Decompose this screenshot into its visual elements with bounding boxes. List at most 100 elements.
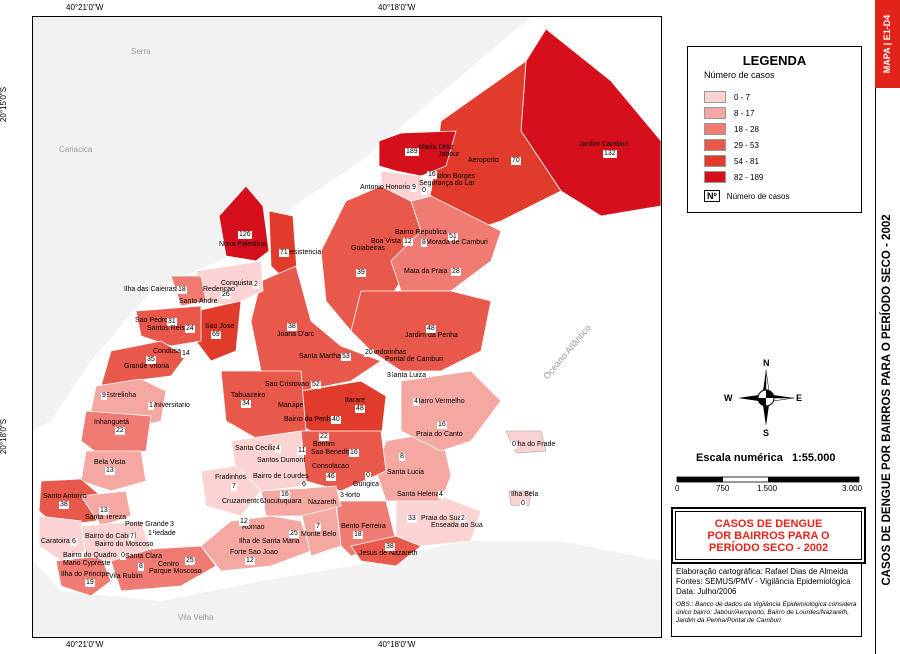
neighborhood-label: Praia do Sua [421,515,462,522]
neighborhood-label: Pontal de Camburi [385,356,443,363]
neighborhood-label: Jabour [438,151,460,158]
case-count: 8 [399,453,405,461]
case-count: 40 [331,416,341,424]
neighborhood-label: Boa Vista [371,238,401,245]
compass-n: N [763,358,770,368]
scale-tick-3: 3.000 [842,484,863,493]
case-count: 26 [221,291,231,299]
legend-row-no: Nº Número de casos [704,190,790,202]
compass-e: E [796,393,803,403]
neighborhood-label: Sao Jose [205,323,235,330]
neighborhood-label: Barro Vermelho [416,398,465,405]
case-count: 0 [365,472,371,480]
legend-label-6: 82 - 189 [734,172,764,182]
legend-title: LEGENDA [742,53,807,68]
scale-bar: 0 750 1.500 3.000 [675,476,863,496]
legend-swatch-4 [704,139,726,151]
case-count: 2 [253,281,259,289]
case-count: 4 [438,491,444,499]
neighborhood-label: Bairro do Cabral [85,533,136,540]
case-count: 35 [146,356,156,364]
map-title-box: CASOS DE DENGUE POR BAIRROS PARA O PERÍO… [671,507,866,564]
coord-left-bottom: 20°18'0"S [0,418,9,455]
neighborhood-label: Bairro Republica [395,229,447,236]
credits-date: Data: Julho/2006 [676,587,737,596]
legend-row-3: 18 - 28 [704,123,759,135]
neighborhood-label: Santa Cecilia [235,445,277,452]
case-count: 3 [339,492,345,500]
neighborhood-label: Santo Antonio [43,493,87,500]
neighborhood-label: Solon Borges [433,173,476,180]
neighborhood-label: Condusa [153,348,182,355]
case-count: 25 [289,530,299,538]
neighborhood-label: Gurigica [353,481,380,488]
neighborhood-label: Maria Ortiz [419,144,454,151]
neighborhood-label: Ilha do Principe [61,571,110,578]
neighborhood-label: Antonio Honorio [360,184,411,191]
legend-swatch-3 [704,123,726,135]
compass-rose-icon [738,369,795,426]
case-count: 3 [386,372,392,380]
case-count: 11 [297,447,307,455]
neighborhood-label: Ilha das Caieiras [124,286,177,293]
map-id-label: MAPA | E1-D4 [882,14,892,74]
neighborhood-label: Forte Sao Joao [230,549,278,556]
legend: LEGENDA Número de casos 0 - 7 8 - 17 18 … [687,46,862,213]
neighborhood-label: Bento Ferreira [341,523,386,530]
case-count: 126 [238,231,252,239]
scale-tick-0: 0 [675,484,680,493]
map-area[interactable]: Serra Cariacica Vila Velha Oceano Atlânt… [32,16,662,638]
scale-tick-2: 1.500 [757,484,778,493]
case-count: 189 [405,148,419,156]
scale-value: 1:55.000 [792,452,836,464]
neighborhood-label: Bairro do Quadro [63,552,117,559]
case-count: 20 [364,349,374,357]
case-count: 6 [71,538,77,546]
neighborhood-label: Santa Martha [299,353,342,360]
case-count: 38 [385,543,395,551]
neighborhood-label: Ilha de Santa Maria [239,538,300,545]
side-title-bar [875,0,900,654]
case-count: 132 [603,150,617,158]
neighborhood-label: Ponte Grande [125,521,169,528]
neighborhood-label: Nazareth [308,499,337,506]
neighborhood-label: Cruzamento [222,498,261,505]
map-title-line2: POR BAIRROS PARA O [707,529,830,542]
neighborhood-label: Fradinhos [215,474,247,481]
case-count: 0 [520,500,526,508]
case-count: 4 [275,445,281,453]
neighborhood-label: Morada de Camburi [426,239,488,246]
neighborhood-label: Bairro de Lourdes [253,473,309,480]
case-count: 16 [427,171,437,179]
case-count: 18 [177,286,187,294]
scale-label: Escala numérica [696,452,783,464]
case-count: 8 [138,563,144,571]
scale-bar-graphic [676,476,860,483]
case-count: 4 [413,398,419,406]
coord-left-top: 20°15'0"S [0,86,9,123]
neighborhood-label: Resistencia [285,249,322,256]
case-count: 14 [181,350,191,358]
neighborhood-label: Ilha do Frade [514,441,556,448]
neighborhood-label: Bairro do Moscoso [95,541,154,548]
case-count: 9 [411,184,417,192]
case-count: 46 [326,473,336,481]
legend-label-5: 54 - 81 [734,156,759,166]
case-count: 52 [311,381,321,389]
neighborhood-label: Grande Vitoria [124,363,170,370]
case-count: 9 [101,392,107,400]
case-count: 6 [301,481,307,489]
neighborhood-label: Bela Vista [94,459,126,466]
neighborhood-label: Sao Cristovao [265,381,309,388]
case-count: 16 [437,421,447,429]
legend-row-1: 0 - 7 [704,91,750,103]
neighborhood-label: Santa Helena [397,491,440,498]
map-svg [33,17,661,637]
case-count: 19 [85,579,95,587]
neighborhood-label: Santo Andre [179,298,218,305]
case-count: 7 [129,533,135,541]
place-serra: Serra [131,47,151,56]
legend-subtitle: Número de casos [704,70,775,80]
neighborhood-label: Mario Cypreste [63,560,111,567]
legend-swatch-2 [704,107,726,119]
